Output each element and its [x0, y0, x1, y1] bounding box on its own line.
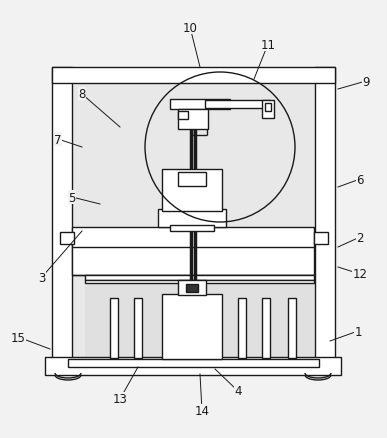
Bar — [178, 280, 206, 295]
Text: 12: 12 — [353, 268, 368, 281]
Text: 10: 10 — [183, 21, 197, 35]
Bar — [238, 298, 246, 358]
Bar — [110, 298, 118, 358]
Text: 1: 1 — [354, 325, 362, 338]
Text: 14: 14 — [195, 405, 209, 417]
Bar — [178, 173, 206, 187]
Bar — [52, 68, 334, 367]
Bar — [52, 68, 335, 84]
Bar — [52, 68, 72, 367]
Bar — [85, 280, 314, 283]
Text: 6: 6 — [356, 173, 364, 186]
Bar — [158, 209, 226, 227]
Text: 7: 7 — [54, 133, 62, 146]
Text: 3: 3 — [38, 271, 46, 284]
Bar — [265, 104, 271, 112]
Bar — [162, 170, 222, 212]
Bar — [314, 233, 328, 244]
Text: 4: 4 — [234, 385, 242, 398]
Text: 13: 13 — [113, 392, 127, 406]
Bar — [170, 100, 230, 110]
Bar — [68, 359, 319, 367]
Bar — [85, 276, 314, 280]
Bar — [288, 298, 296, 358]
Text: 9: 9 — [362, 75, 370, 88]
Bar — [134, 298, 142, 358]
Text: 2: 2 — [356, 231, 364, 244]
Bar — [178, 110, 208, 130]
Bar — [178, 112, 188, 120]
Bar — [170, 226, 214, 231]
Bar — [262, 298, 270, 358]
Text: 11: 11 — [260, 39, 276, 51]
Bar — [315, 68, 335, 367]
Bar — [205, 101, 270, 109]
Bar — [72, 227, 314, 276]
Text: 5: 5 — [68, 191, 76, 204]
Bar — [60, 233, 74, 244]
Bar — [186, 284, 198, 292]
Text: 8: 8 — [78, 88, 86, 101]
Text: 15: 15 — [10, 331, 26, 344]
Bar — [262, 101, 274, 119]
Bar — [85, 280, 314, 358]
Bar — [45, 357, 341, 375]
Bar — [162, 294, 222, 359]
